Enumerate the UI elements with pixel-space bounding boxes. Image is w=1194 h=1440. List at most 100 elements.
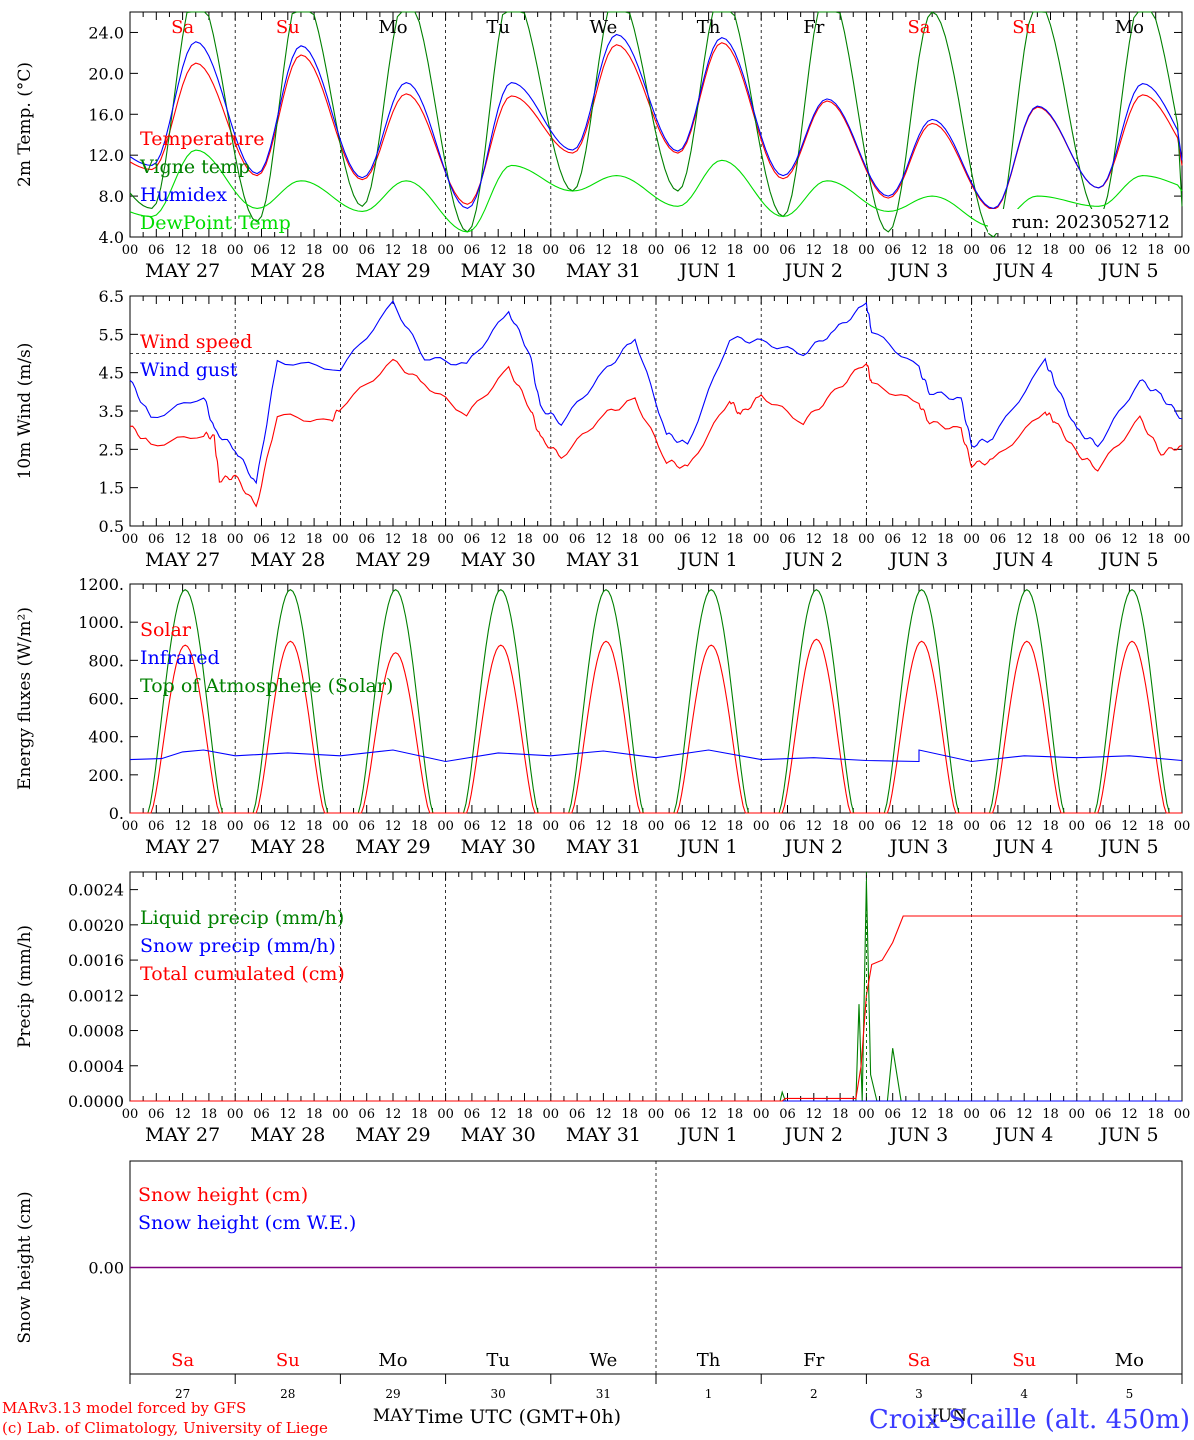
hour-label: 06 <box>1095 1107 1112 1122</box>
hour-label: 00 <box>1174 819 1191 834</box>
legend-entry: Snow height (cm W.E.) <box>138 1212 356 1234</box>
hour-label: 06 <box>674 532 691 547</box>
day-label: MAY 27 <box>145 836 220 858</box>
day-label: MAY 30 <box>461 260 536 282</box>
hour-label: 00 <box>543 532 560 547</box>
hour-label: 00 <box>1174 1107 1191 1122</box>
hour-label: 00 <box>122 819 139 834</box>
hour-label: 18 <box>727 819 744 834</box>
weekday-label: Fr <box>803 17 824 38</box>
hour-label: 06 <box>148 532 165 547</box>
hour-label: 18 <box>1042 819 1059 834</box>
y-tick-label: 6.5 <box>99 287 124 306</box>
y-tick-label: 1.5 <box>99 479 124 498</box>
weekday-label: Mo <box>1115 1350 1144 1371</box>
hour-label: 06 <box>674 819 691 834</box>
hour-label: 12 <box>490 243 507 258</box>
day-label: MAY 28 <box>250 260 325 282</box>
hour-label: 00 <box>332 819 349 834</box>
hour-label: 12 <box>911 819 928 834</box>
day-label: JUN 2 <box>783 549 843 571</box>
hour-label: 06 <box>358 1107 375 1122</box>
day-number: 5 <box>1126 1387 1134 1401</box>
hour-label: 12 <box>806 819 823 834</box>
legend-entry: Infrared <box>140 647 220 669</box>
hour-label: 00 <box>1069 1107 1086 1122</box>
hour-label: 00 <box>753 819 770 834</box>
y-tick-label: 1000. <box>78 613 124 632</box>
hour-label: 18 <box>411 819 428 834</box>
hour-label: 18 <box>201 532 218 547</box>
day-label: MAY 28 <box>250 1124 325 1146</box>
series-line-solar <box>130 638 1182 814</box>
hour-label: 18 <box>411 1107 428 1122</box>
station-name: Croix-Scaille (alt. 450m) <box>869 1405 1190 1435</box>
hour-label: 00 <box>648 819 665 834</box>
weekday-label: We <box>590 1350 618 1371</box>
y-axis-label: Snow height (cm) <box>15 1191 35 1343</box>
hour-label: 12 <box>280 243 297 258</box>
y-tick-label: 3.5 <box>99 402 124 421</box>
hour-label: 12 <box>385 532 402 547</box>
hour-label: 00 <box>437 532 454 547</box>
hour-label: 18 <box>621 819 638 834</box>
hour-label: 06 <box>464 819 481 834</box>
hour-label: 18 <box>621 532 638 547</box>
hour-label: 12 <box>595 819 612 834</box>
hour-label: 00 <box>963 1107 980 1122</box>
hour-label: 18 <box>727 243 744 258</box>
hour-label: 18 <box>201 819 218 834</box>
hour-label: 18 <box>201 243 218 258</box>
hour-label: 12 <box>1121 819 1138 834</box>
day-label: MAY 27 <box>145 260 220 282</box>
day-label: JUN 1 <box>677 1124 737 1146</box>
hour-label: 18 <box>306 243 323 258</box>
legend-entry: Top of Atmosphere (Solar) <box>140 675 393 697</box>
hour-label: 12 <box>1121 532 1138 547</box>
hour-label: 00 <box>1069 243 1086 258</box>
hour-label: 06 <box>358 532 375 547</box>
day-label: JUN 3 <box>888 260 948 282</box>
legend-entry: Humidex <box>140 184 227 206</box>
hour-label: 00 <box>122 532 139 547</box>
legend-entry: Snow height (cm) <box>138 1184 308 1206</box>
hour-label: 18 <box>937 1107 954 1122</box>
hour-label: 06 <box>884 532 901 547</box>
day-label: JUN 3 <box>888 1124 948 1146</box>
hour-label: 00 <box>753 243 770 258</box>
hour-label: 00 <box>1174 243 1191 258</box>
series-line-2 <box>130 915 1182 1102</box>
hour-label: 12 <box>1016 1107 1033 1122</box>
y-tick-label: 200. <box>88 766 124 785</box>
hour-label: 00 <box>227 243 244 258</box>
day-label: MAY 31 <box>566 836 641 858</box>
hour-label: 00 <box>227 1107 244 1122</box>
panel-3: 0. 200. 400. 600. 800. 1000. 1200. Energy fluxe… <box>15 575 1190 858</box>
hour-label: 18 <box>1147 243 1164 258</box>
footer-credit-model: MARv3.13 model forced by GFS <box>2 1399 246 1417</box>
hour-label: 06 <box>779 532 796 547</box>
hour-label: 18 <box>516 1107 533 1122</box>
day-label: JUN 2 <box>783 260 843 282</box>
weekday-label: Tu <box>486 1350 510 1371</box>
day-number: 28 <box>280 1387 295 1401</box>
hour-label: 18 <box>937 532 954 547</box>
y-axis-label: Precip (mm/h) <box>15 925 35 1048</box>
hour-label: 06 <box>884 1107 901 1122</box>
hour-label: 06 <box>1095 819 1112 834</box>
panel-4: 0.0000 0.0004 0.0008 0.0012 0.0016 0.0020 0.00… <box>15 871 1191 1146</box>
hour-label: 12 <box>174 532 191 547</box>
hour-label: 06 <box>884 819 901 834</box>
month-label: MAY <box>373 1406 414 1426</box>
series-line-1 <box>129 11 1183 238</box>
day-label: JUN 4 <box>993 260 1053 282</box>
hour-label: 18 <box>727 532 744 547</box>
day-label: JUN 5 <box>1098 836 1158 858</box>
weekday-label: Mo <box>378 1350 407 1371</box>
day-label: JUN 1 <box>677 836 737 858</box>
day-number: 30 <box>491 1387 506 1401</box>
y-tick-label: 0.0024 <box>68 881 124 900</box>
hour-label: 18 <box>516 532 533 547</box>
hour-label: 18 <box>201 1107 218 1122</box>
